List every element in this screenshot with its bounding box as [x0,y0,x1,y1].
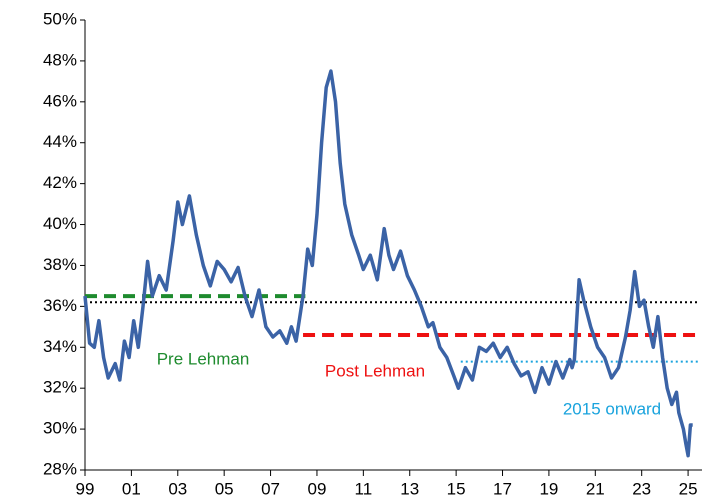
x-tick-label: 11 [355,479,373,498]
reference-label: Pre Lehman [157,349,250,368]
x-tick-label: 05 [215,479,234,498]
reference-label: Post Lehman [325,361,425,380]
x-tick-label: 03 [168,479,187,498]
y-tick-label: 44% [43,132,77,151]
y-tick-label: 50% [43,9,77,28]
y-tick-label: 42% [43,173,77,192]
x-tick-label: 21 [586,479,605,498]
x-tick-label: 23 [632,479,651,498]
y-tick-label: 34% [43,337,77,356]
y-tick-label: 40% [43,214,77,233]
data-line [83,69,693,458]
y-tick-label: 46% [43,91,77,110]
x-tick-label: 13 [400,479,419,498]
y-tick-label: 36% [43,296,77,315]
x-tick-label: 99 [76,479,95,498]
y-tick-label: 48% [43,50,77,69]
y-tick-label: 38% [43,255,77,274]
y-tick-label: 32% [43,378,77,397]
x-tick-label: 15 [447,479,466,498]
x-tick-label: 09 [307,479,326,498]
x-tick-label: 01 [122,479,141,498]
reference-label: 2015 onward [563,399,661,418]
x-tick-label: 07 [261,479,280,498]
x-tick-label: 17 [493,479,512,498]
y-tick-label: 28% [43,459,77,478]
x-tick-label: 19 [539,479,558,498]
x-tick-label: 25 [679,479,698,498]
y-tick-label: 30% [43,419,77,438]
